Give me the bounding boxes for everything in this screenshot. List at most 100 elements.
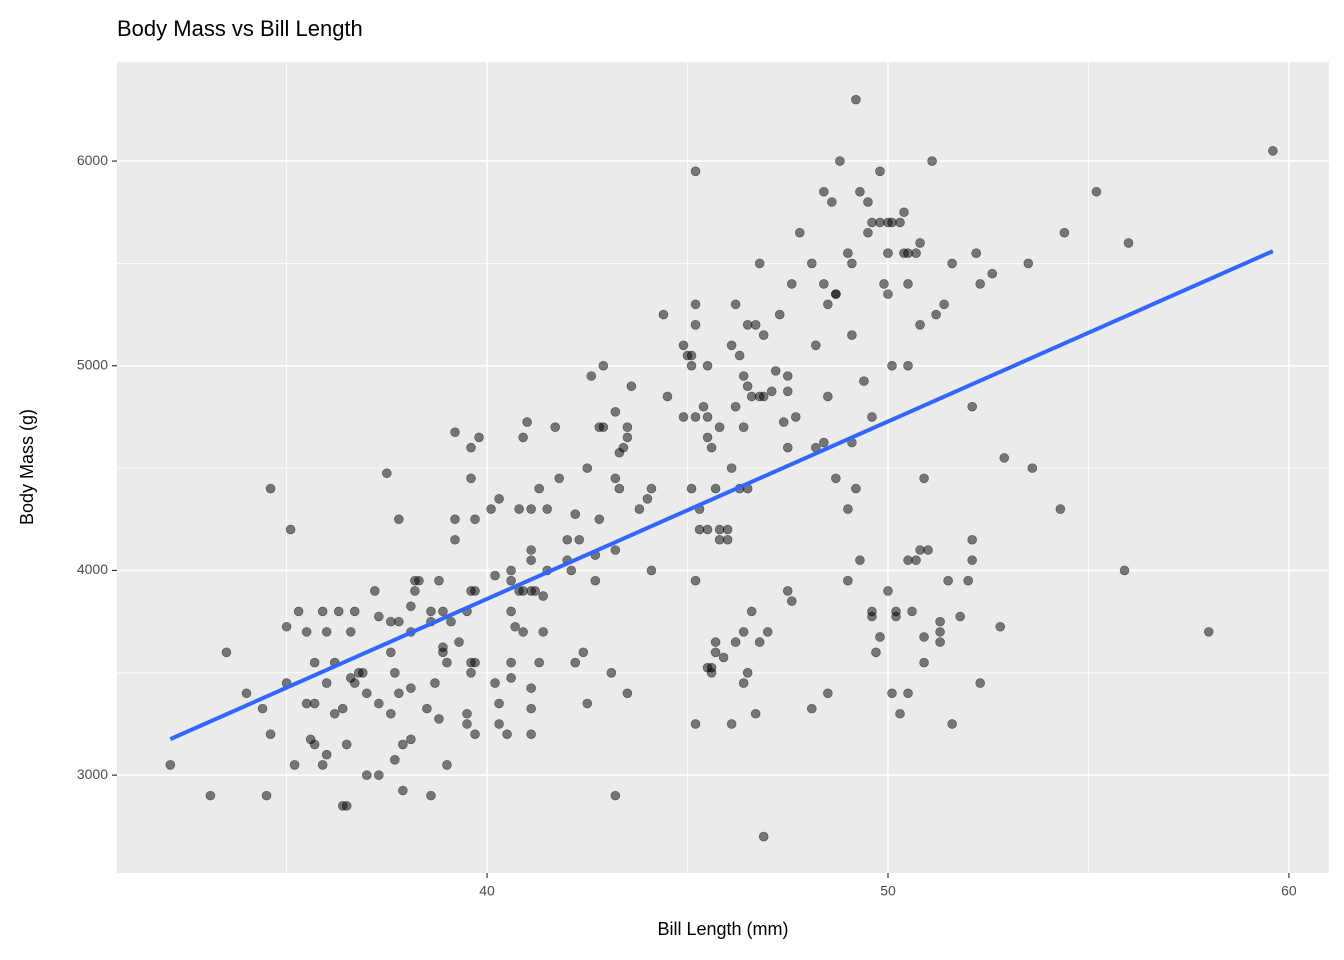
point xyxy=(281,621,292,632)
y-tick-label: 5000 xyxy=(77,356,108,372)
point xyxy=(506,657,516,668)
point xyxy=(494,698,504,709)
point xyxy=(289,760,300,770)
point xyxy=(1123,238,1134,248)
point xyxy=(835,156,845,166)
point xyxy=(947,719,957,729)
point xyxy=(919,632,929,642)
point xyxy=(349,606,360,617)
point xyxy=(430,678,440,688)
point xyxy=(462,719,472,729)
point xyxy=(847,258,857,269)
point xyxy=(935,627,945,637)
point xyxy=(678,340,689,351)
y-tick-label: 6000 xyxy=(77,152,108,168)
point xyxy=(843,248,853,258)
point xyxy=(875,217,885,228)
point xyxy=(911,555,921,566)
point xyxy=(610,790,621,801)
point xyxy=(434,714,444,724)
point xyxy=(730,637,741,647)
point xyxy=(975,678,985,688)
point xyxy=(686,483,697,494)
point xyxy=(742,320,753,330)
point xyxy=(730,299,741,310)
point xyxy=(899,207,909,218)
point xyxy=(935,637,945,647)
point xyxy=(261,790,272,801)
point xyxy=(390,755,400,765)
point xyxy=(341,739,352,750)
point xyxy=(778,417,789,427)
point xyxy=(730,401,741,412)
point xyxy=(819,437,829,448)
point xyxy=(369,586,380,596)
point xyxy=(955,611,965,622)
point xyxy=(438,642,448,653)
y-axis-label: Body Mass (g) xyxy=(17,409,37,525)
point xyxy=(614,483,625,494)
point xyxy=(590,575,601,586)
point xyxy=(490,570,500,581)
point xyxy=(903,279,913,289)
point xyxy=(1203,627,1214,637)
point xyxy=(530,586,540,596)
point xyxy=(598,360,609,371)
point xyxy=(883,248,893,258)
point xyxy=(694,524,705,535)
point xyxy=(790,412,801,422)
point xyxy=(622,432,633,443)
point xyxy=(887,360,897,371)
point xyxy=(995,621,1006,632)
point xyxy=(570,509,581,519)
point xyxy=(1268,146,1278,156)
point xyxy=(470,514,480,525)
point xyxy=(702,432,713,443)
point xyxy=(394,514,404,525)
point xyxy=(758,391,769,402)
point xyxy=(337,703,348,714)
point xyxy=(967,534,977,545)
point xyxy=(903,555,913,566)
point xyxy=(634,504,645,514)
point xyxy=(963,575,973,586)
point xyxy=(746,606,757,617)
point xyxy=(987,268,998,279)
point xyxy=(470,729,480,740)
point xyxy=(594,514,605,525)
point xyxy=(285,524,296,535)
point xyxy=(426,790,436,801)
point xyxy=(686,360,697,371)
point xyxy=(374,611,384,622)
point xyxy=(722,534,733,545)
point xyxy=(871,647,881,658)
point xyxy=(257,703,268,714)
point xyxy=(321,627,332,637)
point xyxy=(394,616,404,627)
point xyxy=(434,575,444,586)
trend-line xyxy=(169,249,1274,741)
point xyxy=(454,637,464,647)
point xyxy=(165,760,176,770)
point xyxy=(907,606,917,617)
point xyxy=(782,442,793,453)
panel xyxy=(117,62,1329,873)
x-tick-label: 60 xyxy=(1281,883,1297,899)
point xyxy=(827,197,837,207)
point xyxy=(794,227,805,238)
point xyxy=(726,719,737,729)
point xyxy=(971,248,981,258)
point xyxy=(911,248,921,258)
point xyxy=(578,647,589,658)
point xyxy=(518,432,528,443)
point xyxy=(382,468,392,479)
point xyxy=(574,534,585,545)
point xyxy=(462,708,472,719)
point xyxy=(722,524,733,535)
point xyxy=(566,565,577,576)
point xyxy=(714,422,725,432)
point xyxy=(786,279,797,289)
point xyxy=(522,417,532,427)
point xyxy=(738,627,749,637)
grid xyxy=(117,62,1329,873)
